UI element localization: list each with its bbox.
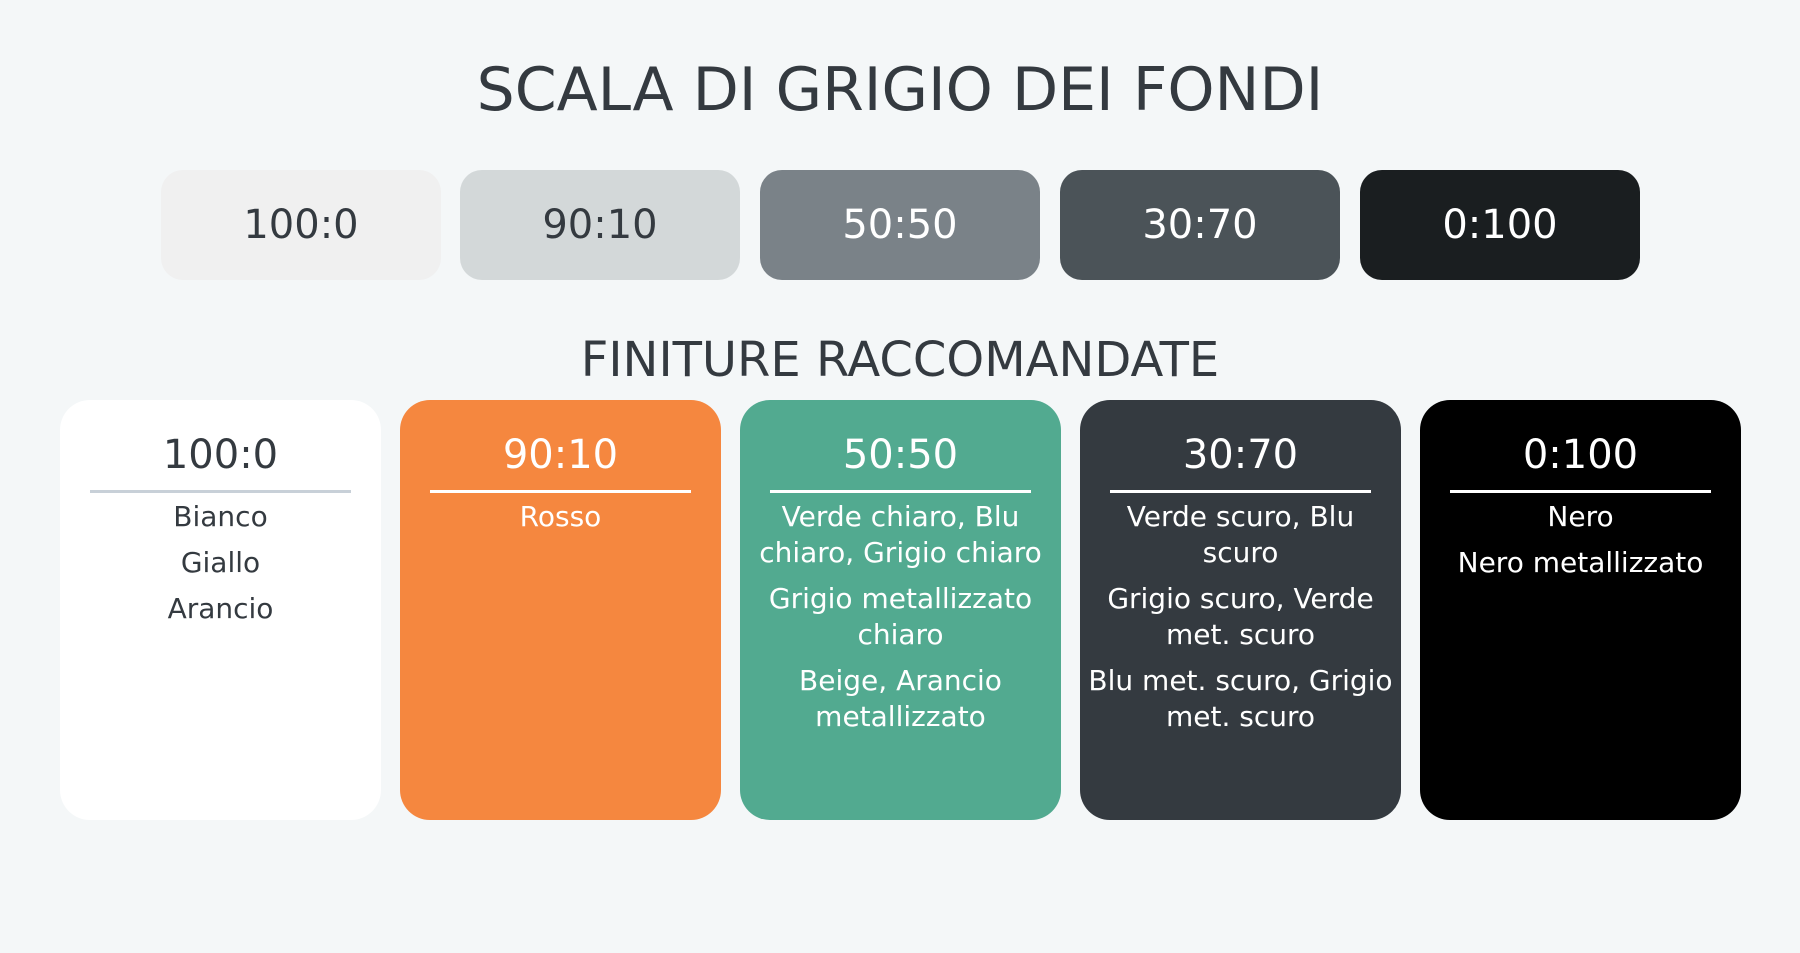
swatch-label: 100:0	[243, 202, 359, 248]
card-divider	[770, 490, 1031, 493]
grayscale-swatch: 30:70	[1060, 170, 1340, 280]
finish-item: Bianco	[173, 500, 268, 533]
finish-item: Blu met. scuro, Grigio met. scuro	[1088, 664, 1393, 733]
card-divider	[1110, 490, 1371, 493]
finish-item: Verde scuro, Blu scuro	[1126, 500, 1355, 569]
card-divider	[1450, 490, 1711, 493]
finish-card: 90:10 Rosso	[400, 400, 721, 820]
finish-item: Beige, Arancio metallizzato	[799, 664, 1002, 733]
section-title: FINITURE RACCOMANDATE	[580, 332, 1220, 388]
swatch-label: 30:70	[1142, 202, 1258, 248]
card-divider	[430, 490, 691, 493]
swatch-label: 90:10	[542, 202, 658, 248]
swatch-label: 50:50	[842, 202, 958, 248]
card-ratio-label: 90:10	[502, 432, 619, 478]
card-divider	[90, 490, 351, 493]
finish-item: Grigio metallizzato chiaro	[768, 582, 1033, 651]
swatch-label: 0:100	[1442, 202, 1558, 248]
finish-item: Rosso	[519, 500, 602, 533]
grayscale-swatch: 90:10	[460, 170, 740, 280]
finish-item: Verde chiaro, Blu chiaro, Grigio chiaro	[759, 500, 1042, 569]
finish-item: Grigio scuro, Verde met. scuro	[1107, 582, 1374, 651]
finish-card: 50:50 Verde chiaro, Blu chiaro, Grigio ch…	[740, 400, 1061, 820]
finish-item: Giallo	[180, 546, 261, 579]
card-ratio-label: 100:0	[162, 432, 279, 478]
finish-card: 0:100 Nero Nero metallizzato	[1420, 400, 1741, 820]
card-ratio-label: 50:50	[842, 432, 959, 478]
finish-card: 30:70 Verde scuro, Blu scuro Grigio scuro,…	[1080, 400, 1401, 820]
page-title: SCALA DI GRIGIO DEI FONDI	[476, 55, 1324, 125]
finish-item: Nero	[1547, 500, 1614, 533]
finish-card: 100:0 Bianco Giallo Arancio	[60, 400, 381, 820]
card-ratio-label: 30:70	[1182, 432, 1299, 478]
finish-item: Arancio	[167, 592, 274, 625]
grayscale-swatch: 0:100	[1360, 170, 1640, 280]
grayscale-swatch: 100:0	[161, 170, 441, 280]
card-ratio-label: 0:100	[1522, 432, 1639, 478]
grayscale-swatch: 50:50	[760, 170, 1040, 280]
finish-item: Nero metallizzato	[1457, 546, 1704, 579]
